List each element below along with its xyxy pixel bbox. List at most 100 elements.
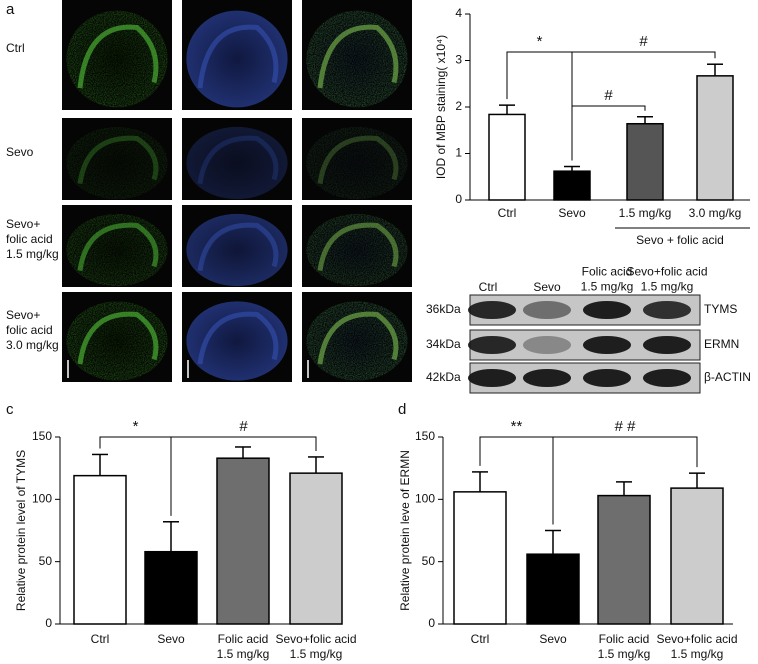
error-bar xyxy=(564,165,580,172)
y-axis-label: Relative protein level of TYMS xyxy=(14,450,28,611)
tissue xyxy=(66,10,168,108)
bar xyxy=(73,474,127,625)
significance-bracket xyxy=(170,436,317,516)
bar xyxy=(626,122,664,201)
error-bar xyxy=(235,446,251,459)
band xyxy=(643,301,691,319)
error-bar xyxy=(689,472,705,489)
x-tick-label: Ctrl xyxy=(91,632,110,646)
error-bar xyxy=(616,481,632,496)
band xyxy=(468,301,516,319)
x-tick-label: Folic acid 1.5 mg/kg xyxy=(217,632,270,661)
panel-label: c xyxy=(6,401,14,418)
tissue-layer xyxy=(77,24,159,89)
row-label: Sevo xyxy=(6,145,34,159)
significance-mark: * xyxy=(133,418,139,435)
y-tick-label: 100 xyxy=(32,492,52,506)
tissue-layer xyxy=(77,222,159,271)
band xyxy=(523,301,571,319)
x-tick-label: Ctrl xyxy=(498,206,517,220)
band xyxy=(643,336,691,354)
x-tick-label: Sevo xyxy=(558,206,586,220)
y-tick-label: 50 xyxy=(422,554,436,568)
tissue-layer xyxy=(197,135,279,184)
tissue-layer xyxy=(317,311,399,365)
y-tick-label: 4 xyxy=(455,6,462,20)
tissue-layer xyxy=(317,135,399,184)
y-tick-label: 100 xyxy=(415,492,435,506)
x-tick-label: 3.0 mg/kg xyxy=(689,206,742,220)
row-label: Sevo+ folic acid 3.0 mg/kg xyxy=(6,308,59,352)
y-tick-label: 150 xyxy=(32,429,52,443)
x-tick-label: Sevo xyxy=(539,632,567,646)
lane-label: Folic acid 1.5 mg/kg xyxy=(581,265,634,294)
tissue xyxy=(186,126,288,200)
significance-mark: # xyxy=(239,418,248,435)
bar xyxy=(670,487,724,625)
significance-mark: # xyxy=(639,33,648,50)
y-tick-label: 0 xyxy=(428,616,435,630)
error-bar xyxy=(308,456,324,474)
bar xyxy=(553,170,591,201)
band xyxy=(583,336,631,354)
panel-label: d xyxy=(398,401,406,418)
x-tick-label: Sevo+folic acid 1.5 mg/kg xyxy=(275,632,356,661)
row-label: Sevo+ folic acid 1.5 mg/kg xyxy=(6,217,59,261)
tissue xyxy=(306,126,408,200)
error-bar xyxy=(637,116,653,124)
significance-mark: # xyxy=(604,87,613,104)
band xyxy=(523,369,571,387)
error-bar xyxy=(472,471,488,492)
tissue-layer xyxy=(77,311,159,365)
significance-mark: * xyxy=(537,33,543,50)
tissue xyxy=(306,10,408,108)
band xyxy=(468,336,516,354)
tissue-layer xyxy=(197,311,279,365)
bar xyxy=(289,472,343,625)
band xyxy=(643,369,691,387)
x-tick-label: 1.5 mg/kg xyxy=(619,206,672,220)
y-axis-label: IOD of MBP staining( x10⁴) xyxy=(434,35,448,179)
marker-label: 34kDa xyxy=(426,337,461,351)
tissue xyxy=(66,126,168,200)
y-tick-label: 2 xyxy=(455,99,462,113)
y-tick-label: 0 xyxy=(455,192,462,206)
band xyxy=(523,336,571,354)
tissue-layer xyxy=(317,24,399,89)
y-tick-label: 3 xyxy=(455,53,462,67)
lane-label: Ctrl xyxy=(479,280,498,294)
error-bar xyxy=(163,521,179,552)
y-axis-label: Relative protein leve of ERMN xyxy=(398,450,412,611)
error-bar xyxy=(499,104,515,115)
tissue-layer xyxy=(197,222,279,271)
error-bar xyxy=(92,453,108,476)
bar xyxy=(453,491,507,625)
y-tick-label: 1 xyxy=(455,146,462,160)
significance-mark: ** xyxy=(511,418,523,435)
significance-mark: # # xyxy=(615,418,637,435)
bar xyxy=(597,494,651,625)
panel-label: a xyxy=(6,1,15,18)
error-bar xyxy=(545,529,561,555)
protein-label: TYMS xyxy=(704,302,737,316)
band xyxy=(583,369,631,387)
bar xyxy=(488,113,526,201)
tissue-layer xyxy=(197,24,279,89)
group-label: Sevo + folic acid xyxy=(636,233,724,247)
lane-label: Sevo+folic acid 1.5 mg/kg xyxy=(626,265,707,294)
x-tick-label: Sevo+folic acid 1.5 mg/kg xyxy=(656,632,737,661)
y-tick-label: 150 xyxy=(415,429,435,443)
protein-label: β-ACTIN xyxy=(704,370,751,384)
band xyxy=(468,369,516,387)
x-tick-label: Folic acid 1.5 mg/kg xyxy=(598,632,651,661)
marker-label: 42kDa xyxy=(426,370,461,384)
protein-label: ERMN xyxy=(704,337,739,351)
row-label: Ctrl xyxy=(6,41,25,55)
x-tick-label: Sevo xyxy=(157,632,185,646)
tissue xyxy=(186,10,288,108)
lane-label: Sevo xyxy=(533,280,561,294)
band xyxy=(583,301,631,319)
